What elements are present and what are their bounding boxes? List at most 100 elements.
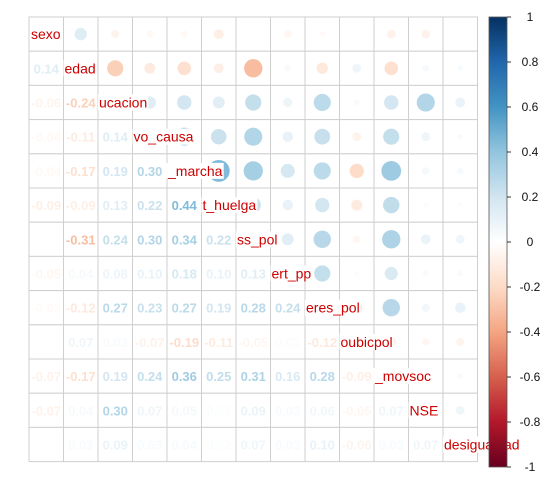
corr-value: 0.10 — [137, 267, 162, 282]
grid-cell — [63, 324, 99, 360]
corr-circle — [313, 162, 331, 180]
grid-cell — [408, 426, 444, 463]
grid-cell — [63, 392, 99, 428]
corr-value: 0.24 — [275, 301, 301, 316]
corr-value: 0.03 — [137, 438, 162, 453]
grid-cell — [201, 392, 237, 428]
variable-label: ss_pol — [237, 231, 277, 247]
grid-cell — [270, 16, 306, 52]
grid-cell — [166, 255, 202, 292]
corr-circle — [315, 197, 330, 213]
corr-circle — [180, 30, 188, 38]
grid-cell — [166, 392, 202, 428]
corr-circle — [354, 31, 359, 37]
corr-circle — [458, 31, 463, 37]
grid-cell — [28, 153, 64, 189]
corr-value: 0.10 — [310, 438, 335, 453]
corr-circle — [282, 199, 293, 211]
corr-circle — [245, 94, 262, 111]
corr-value: 0.25 — [206, 369, 231, 384]
corr-circle — [352, 63, 362, 73]
variable-label: eres_pol — [306, 300, 360, 316]
corr-circle — [352, 132, 362, 142]
corr-circle — [283, 97, 293, 108]
corr-value: -0.19 — [169, 335, 199, 350]
corr-circle — [244, 59, 263, 78]
grid-cell — [132, 358, 168, 394]
colorbar-tick-label: 0.2 — [522, 190, 539, 204]
label-backing — [98, 94, 149, 111]
corr-value: 0.14 — [103, 130, 129, 145]
corr-circle — [455, 405, 465, 415]
corr-value: 0.24 — [137, 369, 163, 384]
grid-cell — [28, 221, 64, 257]
grid-cell — [235, 426, 271, 463]
corr-value: 0.13 — [241, 267, 266, 282]
corr-circle — [211, 128, 227, 145]
corr-value: 0.10 — [206, 267, 231, 282]
label-backing — [236, 231, 279, 248]
corr-value: 0.03 — [68, 438, 93, 453]
corr-value: 0.31 — [241, 369, 266, 384]
corr-value: 0.09 — [103, 438, 128, 453]
label-backing — [305, 299, 361, 316]
corr-circle — [421, 29, 431, 39]
variable-label: desigualdad — [444, 437, 520, 453]
corr-value: -0.17 — [66, 369, 96, 384]
corr-value: 0.07 — [241, 438, 266, 453]
grid-cell — [201, 426, 237, 463]
corr-circle — [353, 99, 360, 106]
colorbar-tick-label: 0.6 — [522, 100, 539, 114]
corr-circle — [213, 63, 224, 74]
grid-cell — [63, 358, 99, 394]
corr-value: 0.19 — [103, 164, 128, 179]
corr-circle — [455, 302, 466, 313]
corr-value: -0.11 — [204, 335, 233, 350]
corr-value: 0.19 — [206, 301, 231, 316]
corr-value: 0.03 — [379, 438, 404, 453]
corr-value: 0.24 — [103, 232, 129, 247]
corr-circle — [353, 235, 361, 243]
corr-circle — [354, 271, 360, 276]
corr-circle — [382, 298, 400, 317]
corr-circle — [422, 167, 430, 175]
corr-value: -0.12 — [66, 301, 96, 316]
corr-value: 0.22 — [137, 198, 162, 213]
corr-value: 0.18 — [172, 267, 197, 282]
corr-value: 0.06 — [310, 403, 335, 418]
grid-cell — [63, 153, 99, 189]
corr-value: -0.06 — [31, 96, 61, 111]
corr-circle — [384, 266, 398, 281]
label-backing — [166, 162, 224, 179]
corr-circle — [422, 65, 430, 72]
corr-circle — [386, 29, 396, 39]
corr-circle — [284, 65, 292, 72]
corr-value: 0.09 — [241, 403, 266, 418]
corr-value: 0.14 — [34, 61, 60, 76]
corr-value: -0.04 — [31, 164, 61, 179]
corr-circle — [457, 133, 464, 140]
corr-value: 0.02 — [206, 438, 231, 453]
colorbar-tick-label: -0.2 — [520, 280, 541, 294]
corr-circle — [455, 234, 465, 244]
variable-label: NSE — [410, 402, 439, 418]
grid-cell — [28, 187, 64, 223]
grid-cell — [304, 50, 340, 86]
corr-value: 0.30 — [137, 164, 162, 179]
corr-circle — [280, 163, 295, 178]
corr-circle — [457, 270, 464, 277]
label-backing — [339, 333, 394, 350]
corr-circle — [416, 93, 435, 112]
corr-circle — [316, 62, 328, 75]
variable-label: ert_pp — [272, 266, 312, 282]
corr-value: 0.44 — [172, 198, 198, 213]
grid-cell — [132, 187, 168, 223]
grid-cell — [235, 255, 271, 292]
corr-value: -0.09 — [66, 198, 96, 213]
corr-value: 0.01 — [34, 335, 59, 350]
grid-cell — [304, 324, 340, 360]
corr-value: 0.30 — [137, 232, 162, 247]
colorbar-gradient — [488, 16, 508, 468]
corr-circle — [243, 161, 263, 181]
corr-circle — [455, 97, 466, 108]
